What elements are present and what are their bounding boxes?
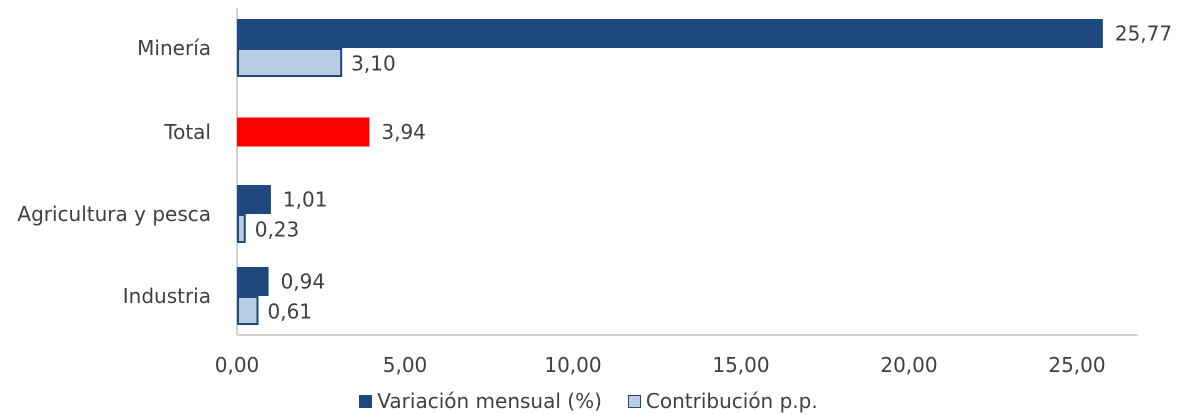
legend-label-variacion: Variación mensual (%) [377,389,602,413]
category-label-industria: Industria [123,284,211,308]
category-label-agricultura-y-pesca: Agricultura y pesca [17,202,211,226]
x-tick-label: 5,00 [383,353,428,377]
data-label-variacion-total: 3,94 [381,120,426,144]
x-tick-label: 0,00 [215,353,260,377]
data-label-contribucion-agricultura-y-pesca: 0,23 [255,218,300,242]
x-tick-label: 25,00 [1048,353,1105,377]
x-tick-label: 20,00 [880,353,937,377]
bar-variacion-agricultura-y-pesca [237,185,271,214]
category-label-total: Total [163,120,211,144]
bar-chart: 0,00 5,00 10,00 15,00 20,00 25,00 Minería 25,77… [17,8,1172,377]
bar-variacion-total [237,117,370,147]
category-label-mineria: Minería [137,36,211,60]
legend-swatch-variacion [359,394,373,408]
bar-contribucion-industria [237,296,259,325]
legend: Variación mensual (%) Contribución p.p. [0,388,1177,414]
bar-contribucion-mineria [237,48,343,77]
x-tick-label: 10,00 [544,353,601,377]
data-label-contribucion-industria: 0,61 [267,300,312,324]
legend-item-variacion: Variación mensual (%) [359,389,602,413]
data-label-variacion-agricultura-y-pesca: 1,01 [283,188,328,212]
data-label-contribucion-mineria: 3,10 [351,52,396,76]
legend-swatch-contribucion [627,394,641,408]
bar-variacion-mineria [237,19,1103,48]
x-tick-label: 15,00 [712,353,769,377]
bar-variacion-industria [237,267,269,296]
legend-label-contribucion: Contribución p.p. [645,389,818,413]
legend-item-contribucion: Contribución p.p. [627,389,818,413]
data-label-variacion-industria: 0,94 [281,270,326,294]
bar-contribucion-agricultura-y-pesca [237,214,246,243]
data-label-variacion-mineria: 25,77 [1115,22,1172,46]
